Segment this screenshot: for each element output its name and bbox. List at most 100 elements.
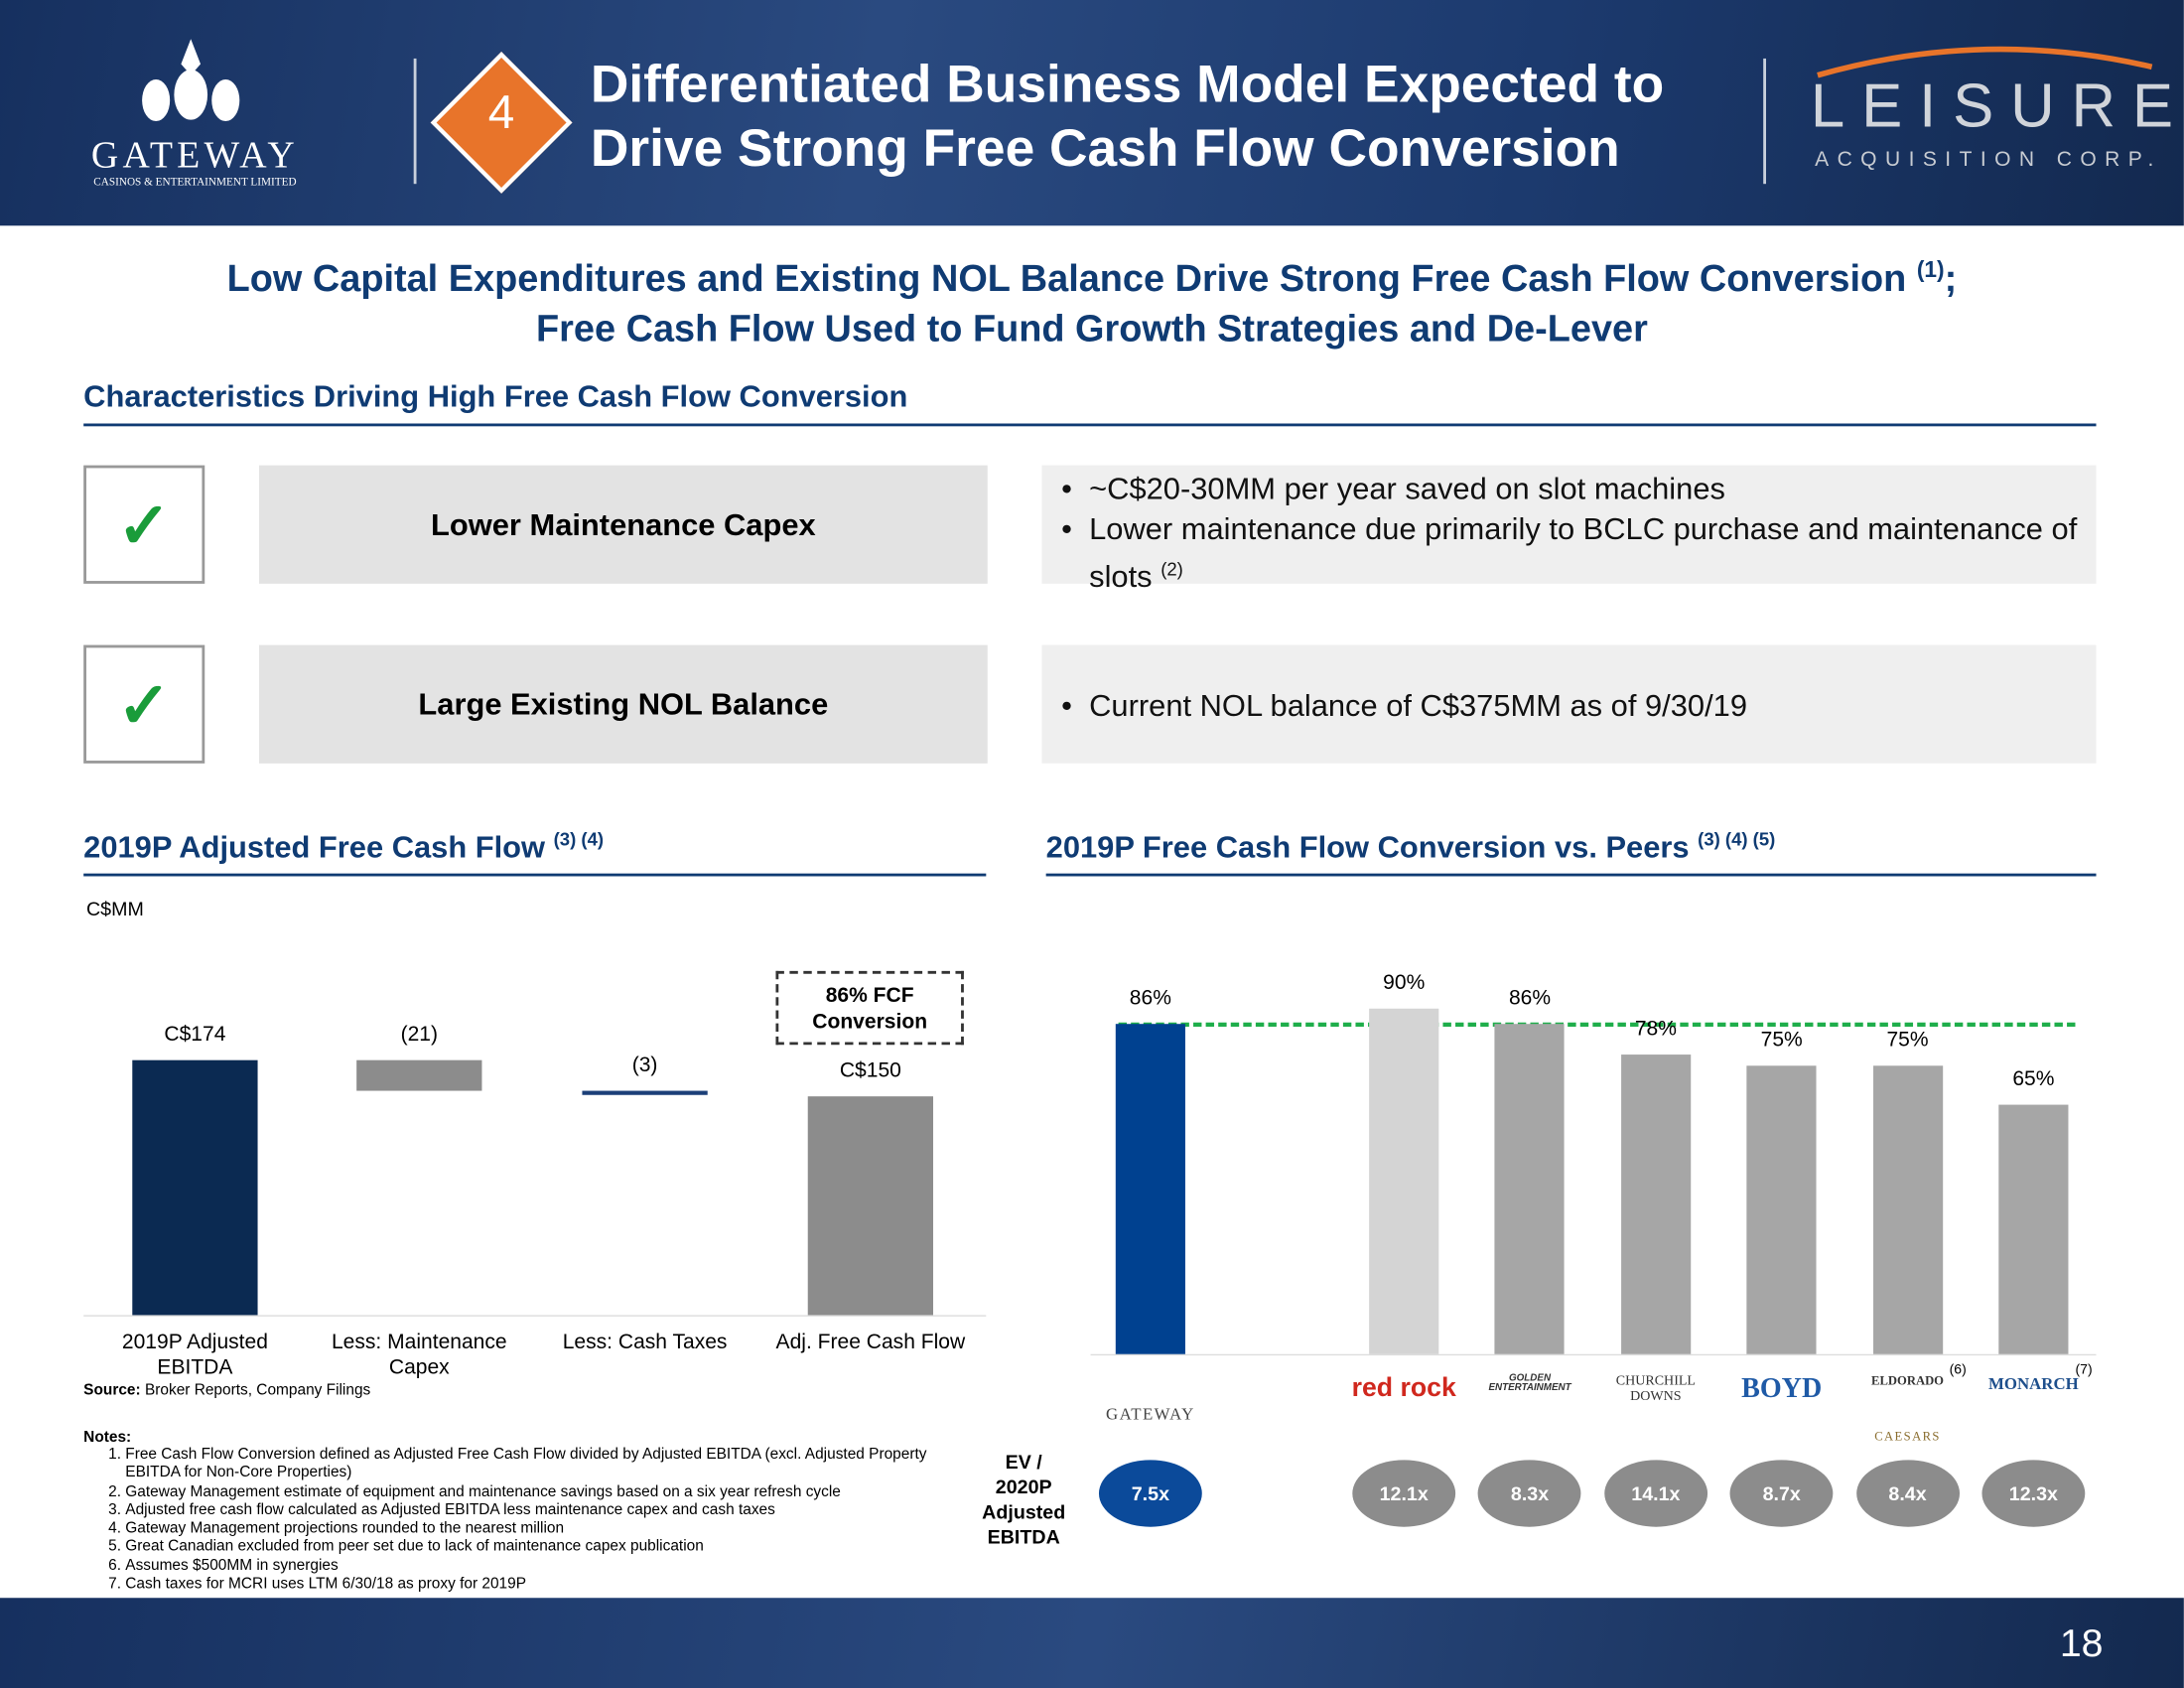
category-label: Adj. Free Cash Flow [775,1330,966,1354]
footer-band [0,1598,2184,1688]
checkmark: ✓ [83,644,205,764]
multiple-badge: 12.1x [1352,1460,1456,1527]
section-number: 4 [487,85,515,140]
bar [582,1091,708,1096]
value-label: (3) [631,1054,658,1078]
bullet: Current NOL balance of C$375MM as of 9/3… [1061,685,1747,726]
partner-name: LEISURE [1810,71,2184,141]
note: Adjusted free cash flow calculated as Ad… [125,1501,947,1520]
baseline [1090,1353,2097,1356]
peer-logo: BOYD [1741,1373,1823,1405]
headline-text: ; [1944,257,1958,300]
peer-logo: ELDORADO [1871,1373,1945,1388]
divider [413,58,417,185]
bar [1115,1023,1185,1354]
headline-text: Free Cash Flow Used to Fund Growth Strat… [536,308,1648,351]
baseline [83,1315,987,1317]
slide-title: Differentiated Business Model Expected t… [591,53,1664,181]
row-label: Large Existing NOL Balance [258,644,988,764]
footnote-ref: (6) [1949,1362,1967,1378]
partner-tagline: ACQUISITION CORP. [1815,147,2162,172]
chart-title: 2019P Free Cash Flow Conversion vs. Peer… [1045,828,2097,877]
source: Source: Broker Reports, Company Filings [83,1382,370,1399]
row-bullets: Current NOL balance of C$375MM as of 9/3… [1041,644,2097,764]
footnote-ref: (3) (4) [553,828,605,850]
source-text: Broker Reports, Company Filings [144,1381,371,1399]
value-label: 65% [2012,1066,2055,1090]
bullet-text: Lower maintenance due primarily to BCLC … [1089,510,2078,595]
chart-title-text: 2019P Adjusted Free Cash Flow [83,829,546,865]
note: Cash taxes for MCRI uses LTM 6/30/18 as … [125,1576,947,1595]
row-bullets: ~C$20-30MM per year saved on slot machin… [1041,465,2097,594]
headline: Low Capital Expenditures and Existing NO… [0,245,2184,353]
value-label: 86% [1508,985,1552,1010]
multiple-title: EV / 2020P Adjusted EBITDA [982,1450,1066,1548]
company-tagline: CASINOS & ENTERTAINMENT LIMITED [93,175,297,189]
page-number: 18 [2059,1621,2104,1665]
row-label: Lower Maintenance Capex [258,465,988,584]
bar [132,1060,258,1316]
bar [1872,1065,1943,1354]
peer-logo: GOLDEN ENTERTAINMENT [1488,1373,1571,1393]
value-label: (21) [400,1023,439,1048]
bullet: Lower maintenance due primarily to BCLC … [1061,508,2096,597]
divider [1763,58,1767,185]
bar [1746,1065,1817,1354]
chart-title: 2019P Adjusted Free Cash Flow (3) (4) [83,828,987,877]
headline-text: Low Capital Expenditures and Existing NO… [226,257,1907,300]
value-label: 75% [1886,1028,1929,1053]
notes-title: Notes: [83,1429,132,1447]
checkmark: ✓ [83,465,205,584]
footnote-ref: (2) [1160,558,1183,580]
bullet: ~C$20-30MM per year saved on slot machin… [1061,468,2096,508]
multiple-badge: 12.3x [1981,1460,2086,1527]
note: Great Canadian excluded from peer set du… [125,1539,947,1558]
partner-logo: CAESARS [1874,1429,1941,1444]
bar [1494,1023,1566,1354]
category-label: 2019P Adjusted EBITDA [121,1330,268,1379]
annotation-box: 86% FCF Conversion [775,970,964,1046]
multiple-badge: 14.1x [1603,1460,1707,1527]
bar [807,1095,934,1316]
note: Gateway Management projections rounded t… [125,1520,947,1539]
bar [1620,1054,1691,1354]
source-label: Source: [83,1381,141,1399]
bar [1998,1104,2069,1354]
footnote-ref: (7) [2075,1362,2093,1378]
peer-logo: red rock [1351,1373,1456,1403]
note: Assumes $500MM in synergies [125,1557,947,1576]
peer-logo: GATEWAY [1106,1404,1195,1424]
bar [1369,1008,1439,1354]
multiple-badge: 8.7x [1729,1460,1834,1527]
peer-logo: CHURCHILL DOWNS [1615,1373,1697,1405]
bar [356,1060,482,1092]
section-title: Characteristics Driving High Free Cash F… [83,379,2097,427]
title-line: Differentiated Business Model Expected t… [590,56,1665,115]
value-label: C$174 [164,1023,226,1048]
note: Gateway Management estimate of equipment… [125,1483,947,1502]
reference-line [1118,1022,2076,1027]
gateway-logo-mark [142,39,240,122]
category-label: Less: Maintenance Capex [331,1330,507,1379]
notes: Notes:Free Cash Flow Conversion defined … [83,1429,947,1594]
value-label: 78% [1634,1016,1677,1041]
footnote-ref: (3) (4) (5) [1698,828,1776,850]
title-line: Drive Strong Free Cash Flow Conversion [590,119,1620,179]
value-label: 75% [1760,1028,1803,1053]
header-band [0,0,2184,226]
value-label: 86% [1129,985,1171,1010]
multiple-badge: 7.5x [1098,1460,1202,1527]
multiple-badge: 8.3x [1478,1460,1581,1527]
value-label: 90% [1383,970,1426,995]
category-label: Less: Cash Taxes [562,1330,728,1354]
company-name: GATEWAY [90,133,299,176]
chart-title-text: 2019P Free Cash Flow Conversion vs. Peer… [1045,829,1690,865]
unit-label: C$MM [85,897,144,919]
footnote-ref: (1) [1916,257,1945,283]
multiple-badge: 8.4x [1855,1460,1960,1527]
value-label: C$150 [839,1057,901,1082]
note: Free Cash Flow Conversion defined as Adj… [125,1446,947,1482]
partner-arc [1817,46,2153,78]
peer-logo: MONARCH [1988,1373,2079,1393]
